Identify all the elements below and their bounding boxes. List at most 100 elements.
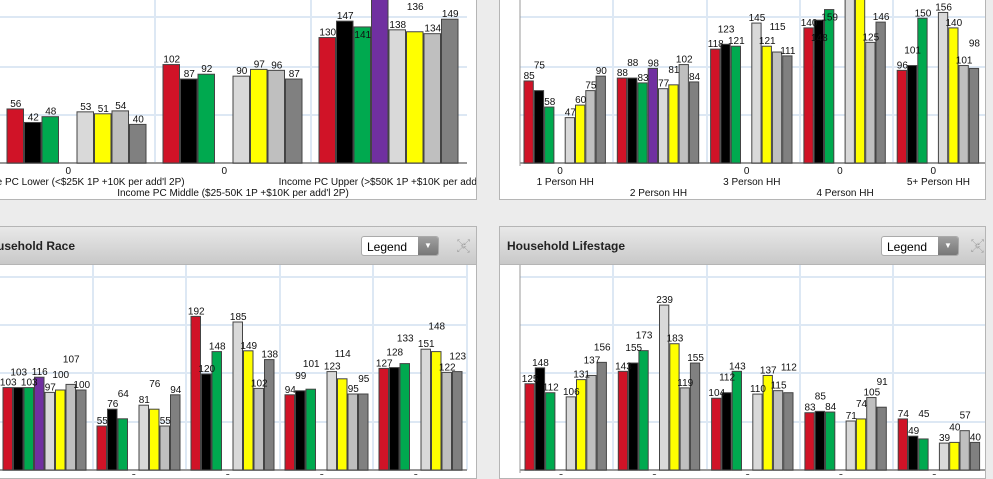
bar xyxy=(326,371,337,471)
data-label: 0 xyxy=(413,473,419,475)
data-label: 98 xyxy=(969,38,981,49)
bar xyxy=(232,321,243,471)
data-label: 101 xyxy=(904,46,921,57)
bar xyxy=(2,387,13,471)
data-label: 100 xyxy=(52,370,69,381)
data-label: 112 xyxy=(719,373,735,384)
bar xyxy=(389,367,400,471)
expand-icon[interactable]: ⤡⤢ ⤢⤡ xyxy=(971,238,984,254)
bar xyxy=(761,45,772,164)
data-label: 83 xyxy=(804,403,816,414)
data-label: 95 xyxy=(348,384,360,395)
bar xyxy=(250,68,268,164)
data-label: 137 xyxy=(584,355,601,366)
category-label: 1 Person HH xyxy=(537,177,594,188)
data-label: 173 xyxy=(636,331,653,342)
data-label: 140 xyxy=(801,18,818,29)
bar xyxy=(668,84,679,164)
category-label: 4 Person HH xyxy=(816,188,873,199)
data-label: 102 xyxy=(251,378,268,389)
bar xyxy=(423,33,441,164)
data-label: 155 xyxy=(625,343,642,354)
data-label: 239 xyxy=(656,295,673,306)
bar xyxy=(544,106,555,164)
bar xyxy=(659,304,670,471)
legend-dropdown[interactable]: Legend ▼ xyxy=(881,236,959,256)
bar xyxy=(201,373,212,471)
data-label: 120 xyxy=(198,364,215,375)
data-label: 138 xyxy=(389,20,406,31)
bar xyxy=(170,394,181,471)
bar xyxy=(865,41,876,164)
bar xyxy=(267,69,285,164)
bar xyxy=(24,121,42,164)
bar xyxy=(337,378,348,471)
bar xyxy=(949,441,960,471)
bar xyxy=(347,393,358,471)
data-label: 85 xyxy=(815,391,827,402)
data-label: 90 xyxy=(236,66,248,77)
data-label: 0 xyxy=(557,166,563,177)
data-label: 123 xyxy=(718,24,735,35)
bar xyxy=(595,75,606,164)
data-label: 130 xyxy=(319,28,336,39)
data-label: 101 xyxy=(956,56,973,67)
bar xyxy=(958,65,969,164)
data-label: 90 xyxy=(596,66,608,77)
data-label: 111 xyxy=(780,46,796,57)
data-label: 42 xyxy=(28,112,40,123)
bar xyxy=(731,370,742,471)
bar xyxy=(907,65,918,164)
bar xyxy=(751,22,762,164)
data-label: 0 xyxy=(745,473,751,475)
bar xyxy=(771,51,783,164)
bar xyxy=(524,383,535,471)
bar xyxy=(969,441,981,471)
bar xyxy=(866,397,877,471)
data-label: 148 xyxy=(428,322,445,333)
data-label: 64 xyxy=(118,389,130,400)
data-label: 77 xyxy=(658,79,670,90)
bar xyxy=(285,78,303,164)
data-label: 103 xyxy=(10,368,27,379)
bar xyxy=(730,45,741,164)
bar xyxy=(782,55,793,164)
bar xyxy=(938,442,950,471)
data-label: 95 xyxy=(358,374,370,385)
bar xyxy=(190,315,201,471)
legend-dropdown[interactable]: Legend ▼ xyxy=(361,236,439,256)
bar xyxy=(564,117,575,164)
data-label: 92 xyxy=(201,64,213,75)
data-label: 121 xyxy=(728,36,745,47)
data-label: 49 xyxy=(908,426,920,437)
data-label: 88 xyxy=(627,58,639,69)
data-label: 101 xyxy=(303,359,320,370)
bar xyxy=(149,408,160,471)
data-label: 53 xyxy=(80,102,92,113)
category-label: Income PC Lower (<$25K 1P +10K per add'l… xyxy=(0,177,185,188)
data-label: 74 xyxy=(856,399,868,410)
bar xyxy=(678,64,689,164)
data-label: 183 xyxy=(667,334,684,345)
bar xyxy=(533,90,545,164)
bar xyxy=(711,397,722,471)
bar xyxy=(875,21,886,164)
bar xyxy=(318,37,336,164)
panel-title: Household Lifestage xyxy=(507,239,626,253)
data-label: 0 xyxy=(652,473,658,475)
data-label: 145 xyxy=(749,13,766,24)
bar xyxy=(968,67,980,164)
expand-icon[interactable]: ⤡⤢ ⤢⤡ xyxy=(457,238,470,254)
category-label: Income PC Middle ($25-50K 1P +$10K per a… xyxy=(117,188,349,199)
bar xyxy=(336,20,354,164)
data-label: 45 xyxy=(918,409,930,420)
bar xyxy=(23,387,34,471)
bar xyxy=(679,387,690,471)
bar xyxy=(452,371,463,471)
bar xyxy=(804,412,815,471)
data-label: 0 xyxy=(319,473,325,475)
data-label: 156 xyxy=(594,342,611,353)
data-label: 102 xyxy=(676,55,693,66)
bar xyxy=(138,404,149,471)
data-label: 60 xyxy=(575,95,587,106)
